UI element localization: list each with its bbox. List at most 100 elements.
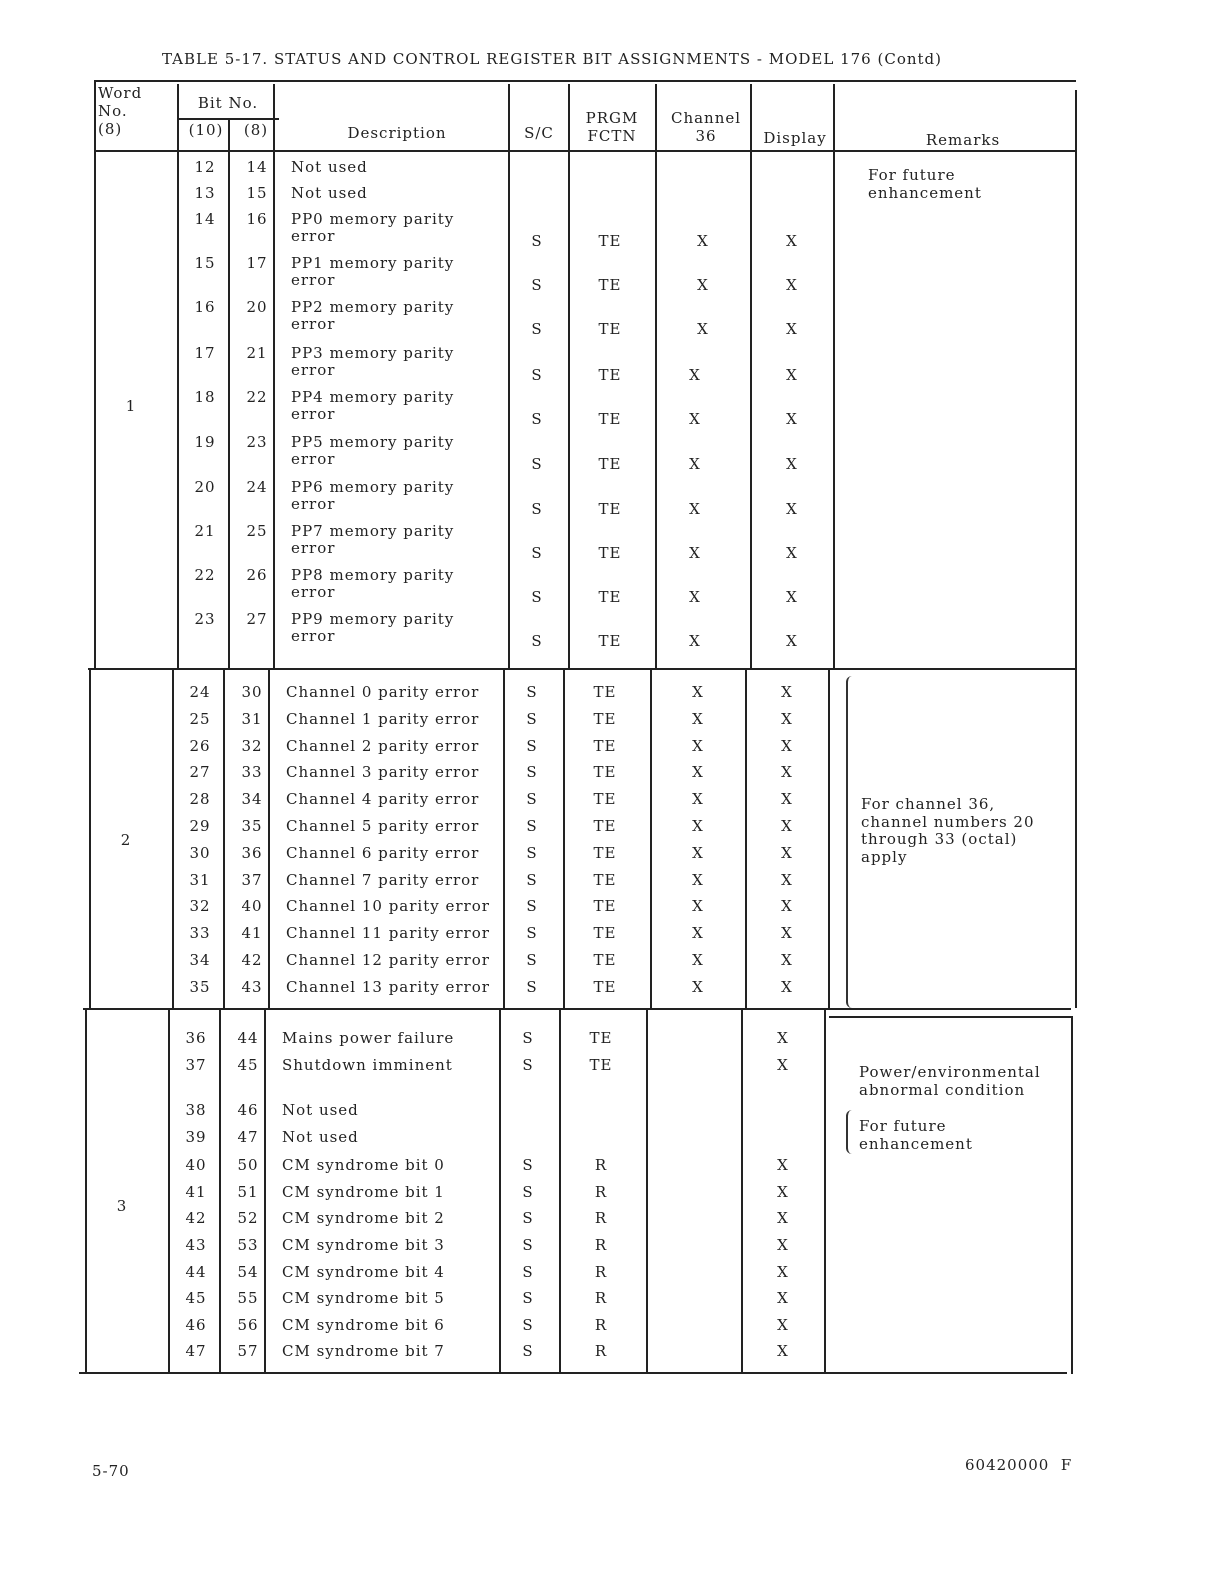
sc-value: S (531, 366, 543, 384)
prgm-fctn-value: TE (598, 544, 622, 562)
header-display: Display (763, 129, 827, 147)
header-word-no: Word (98, 84, 143, 102)
sc-value: S (522, 1156, 534, 1174)
bit-description: Not used (282, 1101, 359, 1119)
bit-description: CM syndrome bit 5 (282, 1289, 445, 1307)
bit-description: Channel 1 parity error (286, 709, 480, 728)
display-value: X (781, 709, 793, 728)
bit-octal: 16 (246, 210, 268, 228)
rule-line (563, 668, 565, 1008)
rule-line (568, 84, 570, 152)
prgm-fctn-value: R (594, 1316, 608, 1334)
rule-line (655, 84, 657, 152)
sc-value: S (526, 790, 538, 809)
bit-description: Channel 3 parity error (286, 763, 480, 782)
display-value: X (781, 977, 793, 996)
display-value: X (777, 1342, 789, 1360)
header-prgm-fctn: FCTN (587, 127, 637, 145)
bit-description: PP3 memory parity (291, 344, 455, 362)
prgm-fctn-value: R (594, 1209, 608, 1227)
header-channel-36: 36 (695, 127, 717, 145)
bit-description: CM syndrome bit 2 (282, 1209, 445, 1227)
display-value: X (781, 843, 793, 862)
sc-value: S (526, 709, 538, 728)
bit-decimal: 43 (185, 1236, 207, 1254)
word-number: 3 (116, 1197, 128, 1215)
rule-line (655, 150, 657, 668)
sc-value: S (531, 588, 543, 606)
rule-line (79, 1372, 1067, 1374)
bit-description: error (291, 315, 336, 333)
bit-description: PP2 memory parity (291, 298, 455, 316)
bit-description: Mains power failure (282, 1029, 455, 1047)
header-sc: S/C (524, 124, 554, 142)
brace-icon (846, 676, 854, 1008)
bit-description: Not used (291, 184, 368, 202)
display-value: X (777, 1316, 789, 1334)
sc-value: S (522, 1236, 534, 1254)
rule-line (264, 1008, 266, 1372)
channel-36-value: X (689, 632, 701, 650)
display-value: X (777, 1156, 789, 1174)
bit-description: PP6 memory parity (291, 478, 455, 496)
sc-value: S (522, 1056, 534, 1074)
bit-decimal: 36 (185, 1029, 207, 1047)
bit-decimal: 24 (189, 683, 211, 701)
bit-description: error (291, 539, 336, 557)
rule-line (745, 668, 747, 1008)
bit-description: error (291, 495, 336, 513)
prgm-fctn-value: TE (598, 276, 622, 294)
bit-decimal: 41 (185, 1183, 207, 1201)
prgm-fctn-value: TE (593, 924, 617, 943)
bit-octal: 45 (237, 1056, 259, 1074)
display-value: X (777, 1029, 789, 1047)
bit-decimal: 28 (189, 790, 211, 809)
channel-36-value: X (689, 410, 701, 428)
prgm-fctn-value: TE (598, 320, 622, 338)
rule-line (568, 150, 570, 668)
rule-line (503, 668, 505, 1008)
bit-decimal: 22 (194, 566, 216, 584)
rule-line (273, 150, 275, 668)
rule-line (94, 150, 1076, 152)
display-value: X (786, 232, 798, 250)
bit-decimal: 30 (189, 843, 211, 862)
sc-value: S (526, 817, 538, 835)
bit-decimal: 34 (189, 951, 211, 969)
prgm-fctn-value: TE (589, 1029, 613, 1047)
rule-line (268, 668, 270, 1008)
bit-octal: 37 (241, 870, 263, 889)
bit-decimal: 46 (185, 1316, 207, 1334)
bit-octal: 40 (241, 897, 263, 916)
channel-36-value: X (692, 843, 704, 862)
rule-line (1071, 1016, 1073, 1374)
brace-icon (846, 1110, 854, 1154)
rule-line (750, 150, 752, 668)
bit-decimal: 19 (194, 433, 216, 451)
channel-36-value: X (692, 897, 704, 916)
display-value: X (786, 632, 798, 650)
bit-decimal: 13 (194, 184, 216, 202)
bit-decimal: 31 (189, 870, 211, 889)
bit-octal: 44 (237, 1029, 259, 1047)
display-value: X (786, 500, 798, 518)
sc-value: S (531, 500, 543, 518)
channel-36-value: X (689, 500, 701, 518)
header-bit-10: (10) (188, 121, 224, 139)
bit-decimal: 40 (185, 1156, 207, 1174)
bit-decimal: 47 (185, 1342, 207, 1360)
bit-description: Channel 10 parity error (286, 897, 490, 916)
header-description: Description (347, 124, 447, 142)
prgm-fctn-value: TE (593, 897, 617, 916)
bit-description: CM syndrome bit 7 (282, 1342, 445, 1360)
display-value: X (781, 817, 793, 835)
channel-36-value: X (692, 790, 704, 809)
sc-value: S (526, 870, 538, 889)
prgm-fctn-value: TE (593, 817, 617, 835)
rule-line (1075, 150, 1077, 668)
rule-line (824, 1008, 826, 1372)
prgm-fctn-value: TE (593, 763, 617, 782)
bit-decimal: 44 (185, 1263, 207, 1281)
rule-line (833, 150, 835, 668)
sc-value: S (531, 320, 543, 338)
